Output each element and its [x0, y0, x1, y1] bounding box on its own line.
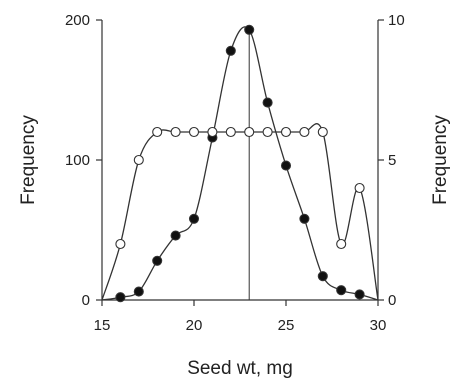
curves	[101, 26, 379, 301]
filled-point	[188, 213, 200, 224]
series-1-line	[101, 26, 379, 301]
x-axis-title: Seed wt, mg	[187, 358, 293, 379]
x-tick-label: 30	[370, 317, 387, 334]
y-axis-title-left: Frequency	[18, 115, 39, 205]
filled-point	[280, 160, 292, 171]
open-point	[225, 126, 236, 138]
filled-point	[133, 286, 144, 297]
open-point	[133, 154, 144, 166]
y-tick-label-right: 0	[388, 292, 396, 309]
open-point	[299, 126, 310, 138]
filled-point	[336, 285, 347, 296]
filled-point	[152, 255, 163, 266]
y-tick-label-right: 5	[388, 152, 396, 169]
y-tick-label-left: 100	[65, 152, 90, 169]
open-point	[244, 126, 255, 138]
open-point	[317, 126, 328, 138]
filled-point	[115, 292, 126, 303]
open-point	[262, 126, 273, 138]
filled-point	[262, 97, 273, 108]
open-point	[152, 126, 163, 138]
open-point	[280, 126, 292, 138]
x-tick-label: 25	[278, 317, 295, 334]
open-point	[336, 238, 347, 250]
filled-point	[299, 213, 310, 224]
y-tick-label-left: 0	[82, 292, 90, 309]
open-point	[188, 126, 200, 138]
filled-point	[354, 289, 365, 300]
open-point	[354, 182, 365, 194]
y-tick-label-right: 10	[388, 12, 405, 29]
series-2-line	[101, 123, 379, 301]
x-tick-label: 15	[94, 317, 111, 334]
filled-point	[317, 271, 328, 282]
markers	[115, 24, 365, 303]
filled-point	[170, 230, 181, 241]
filled-point	[244, 24, 255, 35]
open-point	[207, 126, 218, 138]
open-point	[170, 126, 181, 138]
filled-point	[225, 45, 236, 56]
y-axis-title-right: Frequency	[430, 115, 451, 205]
y-tick-label-left: 200	[65, 12, 90, 29]
x-tick-label: 20	[186, 317, 203, 334]
open-point	[115, 238, 126, 250]
